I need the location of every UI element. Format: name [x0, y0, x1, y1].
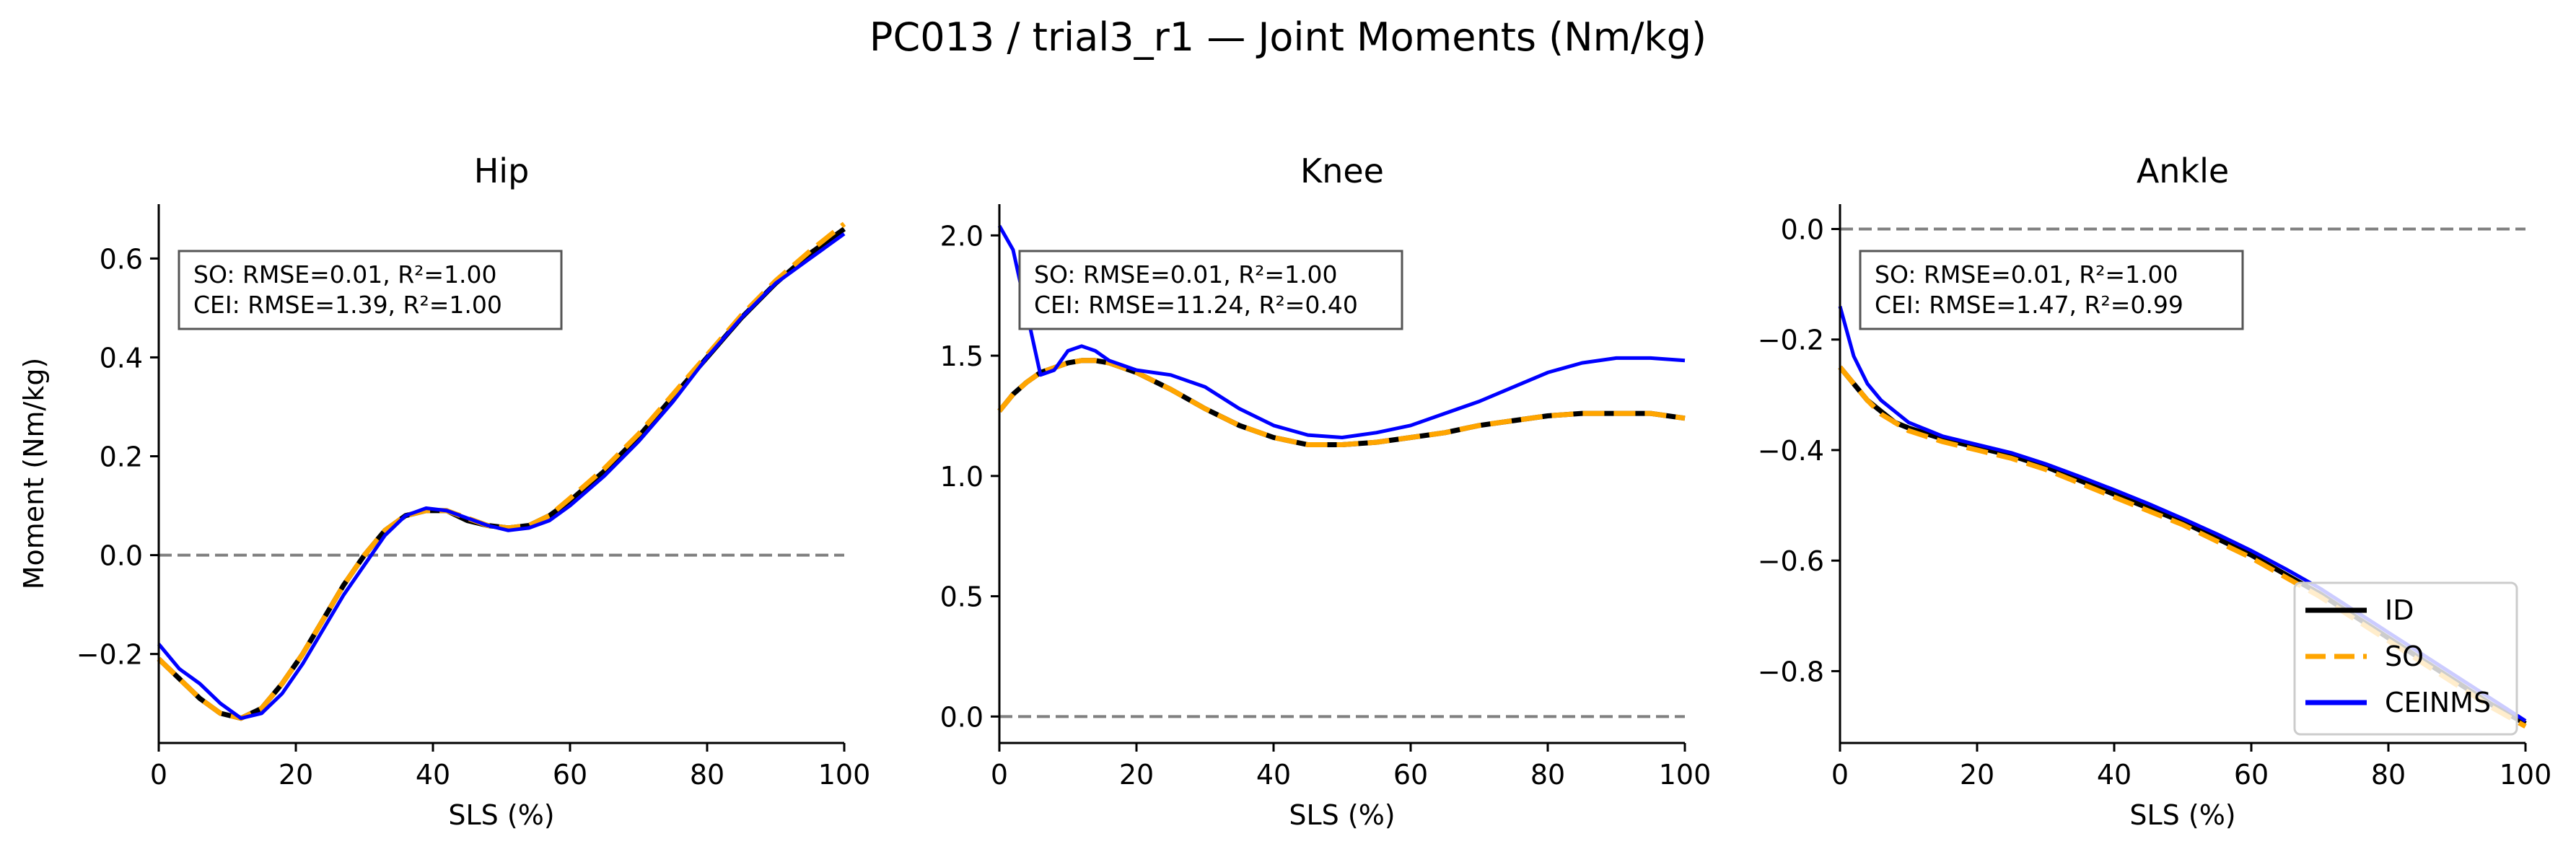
x-tick-label: 80 [690, 759, 724, 791]
x-tick-label: 40 [2097, 759, 2132, 791]
y-tick-label: 1.5 [940, 340, 983, 372]
y-tick-label: 0.6 [100, 243, 143, 275]
x-tick-label: 0 [991, 759, 1008, 791]
stats-text-line: SO: RMSE=0.01, R²=1.00 [193, 260, 497, 289]
legend-label-id: ID [2385, 594, 2414, 626]
x-axis-label: SLS (%) [1289, 799, 1395, 831]
x-tick-label: 0 [150, 759, 167, 791]
stats-text-line: CEI: RMSE=1.47, R²=0.99 [1875, 291, 2183, 319]
x-tick-label: 100 [818, 759, 871, 791]
y-tick-label: −0.2 [76, 639, 143, 671]
x-axis-label: SLS (%) [2129, 799, 2235, 831]
x-tick-label: 20 [1119, 759, 1154, 791]
x-tick-label: 20 [1960, 759, 1994, 791]
y-tick-label: −0.2 [1758, 325, 1824, 356]
x-axis-label: SLS (%) [448, 799, 554, 831]
x-tick-label: 100 [2500, 759, 2552, 791]
panel-title: Hip [474, 151, 530, 190]
stats-text-line: SO: RMSE=0.01, R²=1.00 [1034, 260, 1338, 289]
y-tick-label: 2.0 [940, 220, 983, 252]
y-tick-label: 0.0 [100, 540, 143, 572]
y-tick-label: −0.6 [1758, 545, 1824, 577]
y-tick-label: −0.8 [1758, 656, 1824, 687]
panel-title: Knee [1300, 151, 1384, 190]
x-tick-label: 20 [279, 759, 313, 791]
x-tick-label: 0 [1831, 759, 1849, 791]
legend-label-so: SO [2385, 641, 2424, 672]
y-tick-label: 0.0 [1781, 214, 1824, 245]
panel-knee: 0 20 40 60 80 100 0.0 0.5 1.0 1.5 2.0 Knee SLS (%) SO… [940, 151, 1712, 831]
figure-suptitle: PC013 / trial3_r1 — Joint Moments (Nm/kg… [869, 14, 1707, 60]
x-tick-label: 40 [416, 759, 450, 791]
y-tick-label: −0.4 [1758, 435, 1824, 467]
x-tick-label: 100 [1659, 759, 1712, 791]
x-tick-label: 60 [1393, 759, 1428, 791]
stats-text-line: SO: RMSE=0.01, R²=1.00 [1875, 260, 2178, 289]
y-tick-label: 0.0 [940, 701, 983, 733]
x-tick-label: 80 [1530, 759, 1565, 791]
x-tick-label: 40 [1256, 759, 1291, 791]
stats-text-line: CEI: RMSE=1.39, R²=1.00 [193, 291, 502, 319]
panel-ankle: 0 20 40 60 80 100 −0.8 −0.6 −0.4 −0.2 0.0 Ankle SLS … [1758, 151, 2552, 831]
x-tick-label: 60 [2234, 759, 2269, 791]
series-line-so [999, 361, 1685, 445]
y-tick-label: 1.0 [940, 461, 983, 493]
y-tick-label: 0.4 [100, 342, 143, 374]
y-axis-label: Moment (Nm/kg) [18, 358, 50, 590]
y-tick-label: 0.5 [940, 581, 983, 613]
panel-title: Ankle [2137, 151, 2229, 190]
panel-hip: 0 20 40 60 80 100 −0.2 0.0 0.2 0.4 0.6 Hip SLS (%) Mo… [18, 151, 870, 831]
series-line-id [999, 361, 1685, 445]
stats-text-line: CEI: RMSE=11.24, R²=0.40 [1034, 291, 1358, 319]
y-tick-label: 0.2 [100, 441, 143, 473]
x-tick-label: 60 [553, 759, 587, 791]
legend-label-ceinms: CEINMS [2385, 687, 2491, 718]
x-tick-label: 80 [2371, 759, 2406, 791]
